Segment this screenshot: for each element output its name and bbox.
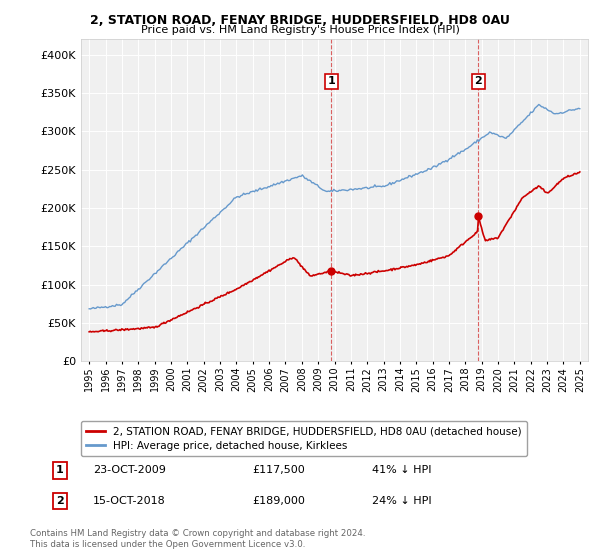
Text: Contains HM Land Registry data © Crown copyright and database right 2024.
This d: Contains HM Land Registry data © Crown c… — [30, 529, 365, 549]
Text: 23-OCT-2009: 23-OCT-2009 — [93, 465, 166, 475]
Text: 24% ↓ HPI: 24% ↓ HPI — [372, 496, 431, 506]
Text: 1: 1 — [56, 465, 64, 475]
Text: 1: 1 — [328, 76, 335, 86]
Text: 15-OCT-2018: 15-OCT-2018 — [93, 496, 166, 506]
Text: Price paid vs. HM Land Registry's House Price Index (HPI): Price paid vs. HM Land Registry's House … — [140, 25, 460, 35]
Text: 2: 2 — [56, 496, 64, 506]
Legend: 2, STATION ROAD, FENAY BRIDGE, HUDDERSFIELD, HD8 0AU (detached house), HPI: Aver: 2, STATION ROAD, FENAY BRIDGE, HUDDERSFI… — [81, 421, 527, 456]
Text: 2, STATION ROAD, FENAY BRIDGE, HUDDERSFIELD, HD8 0AU: 2, STATION ROAD, FENAY BRIDGE, HUDDERSFI… — [90, 14, 510, 27]
Text: £117,500: £117,500 — [252, 465, 305, 475]
Text: £189,000: £189,000 — [252, 496, 305, 506]
Text: 41% ↓ HPI: 41% ↓ HPI — [372, 465, 431, 475]
Text: 2: 2 — [475, 76, 482, 86]
